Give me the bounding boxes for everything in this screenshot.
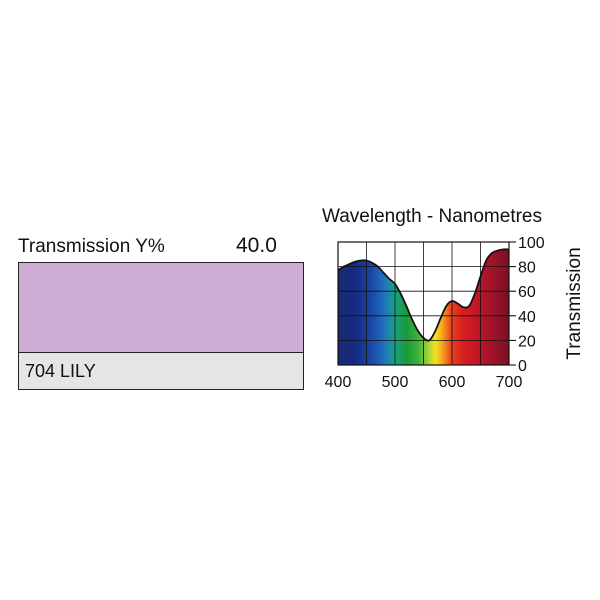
transmission-value: 40.0	[236, 234, 277, 257]
filter-name: 704 LILY	[25, 361, 96, 381]
transmission-line	[337, 248, 510, 342]
x-tick-label: 600	[439, 374, 466, 391]
transmission-chart: 400 500 600 700 0 20 40 60 80 100 Transmission	[325, 235, 585, 391]
y-tick-label: 100	[518, 235, 545, 252]
x-tick-label: 700	[496, 374, 523, 391]
y-tick-label: 20	[518, 333, 536, 350]
color-swatch	[18, 262, 304, 353]
y-tick-label: 40	[518, 309, 536, 326]
x-tick-label: 400	[325, 374, 352, 391]
y-tick-label: 60	[518, 284, 536, 301]
filter-name-box: 704 LILY	[18, 352, 304, 390]
y-tick-label: 80	[518, 260, 536, 277]
transmission-label: Transmission Y%	[18, 236, 165, 257]
plot-frame	[337, 241, 510, 366]
y-tick-label: 0	[518, 358, 527, 375]
y-axis: 0 20 40 60 80 100	[509, 235, 545, 375]
chart-title: Wavelength - Nanometres	[322, 206, 543, 227]
x-axis: 400 500 600 700	[325, 374, 523, 391]
y-axis-label: Transmission	[564, 247, 585, 359]
grid	[338, 242, 509, 365]
transmission-area	[338, 249, 509, 365]
x-tick-label: 500	[382, 374, 409, 391]
